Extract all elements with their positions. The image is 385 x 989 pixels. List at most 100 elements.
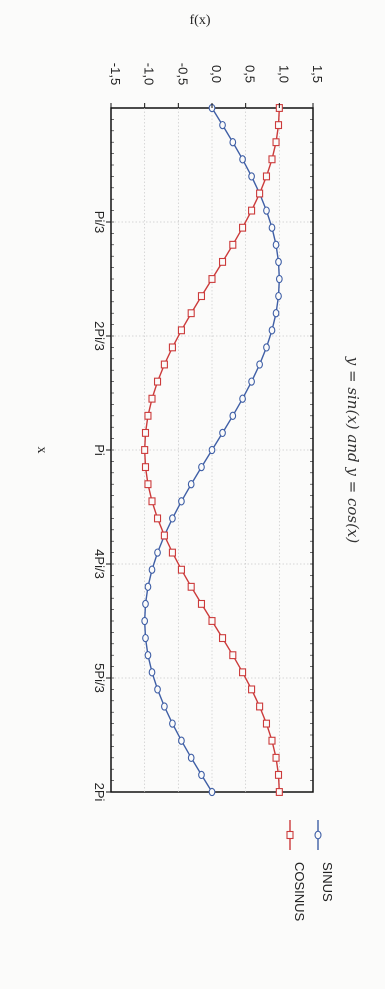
- data-point-cosinus: [256, 702, 264, 711]
- data-point-sinus: [239, 394, 246, 403]
- y-tick-label: -0,5: [175, 63, 190, 85]
- data-point-cosinus: [262, 172, 271, 181]
- data-point-cosinus: [160, 360, 168, 369]
- data-point-sinus: [169, 514, 176, 523]
- y-tick-label: 0,0: [209, 65, 224, 83]
- data-point-sinus: [178, 497, 185, 506]
- x-tick-label: 2Pi: [92, 783, 107, 802]
- data-point-sinus: [275, 274, 283, 284]
- data-point-sinus: [198, 462, 205, 472]
- x-tick-label: 2Pi/3: [92, 321, 107, 351]
- data-point-cosinus: [141, 428, 150, 437]
- data-point-cosinus: [229, 651, 237, 660]
- data-point-sinus: [148, 668, 156, 677]
- data-point-cosinus: [197, 599, 206, 608]
- grid: [111, 108, 313, 792]
- x-axis-label: x: [34, 447, 49, 454]
- data-point-cosinus: [272, 753, 280, 762]
- data-point-cosinus: [268, 736, 276, 745]
- data-point-cosinus: [218, 634, 227, 643]
- data-point-sinus: [268, 223, 276, 232]
- data-point-cosinus: [262, 719, 271, 728]
- data-point-cosinus: [168, 548, 176, 557]
- data-point-cosinus: [229, 240, 237, 249]
- y-tick-label: -1,5: [108, 63, 123, 85]
- y-axis-label: f(x): [190, 13, 211, 28]
- data-point-sinus: [154, 548, 161, 557]
- data-point-sinus: [208, 787, 216, 797]
- data-point-sinus: [178, 736, 185, 745]
- data-point-cosinus: [256, 189, 264, 198]
- data-point-cosinus: [272, 138, 280, 147]
- data-point-sinus: [144, 582, 152, 591]
- data-point-cosinus: [148, 394, 156, 403]
- data-point-cosinus: [239, 668, 247, 677]
- data-point-cosinus: [248, 685, 256, 694]
- data-point-cosinus: [248, 206, 256, 215]
- tick-layer: 1,5 1,0 0,5 0,0 -0,5 -1,0 -1,5 Pi/3 2Pi/3 Pi 4Pi/3…: [92, 63, 325, 802]
- data-point-sinus: [263, 206, 270, 215]
- series-sinus: [141, 103, 283, 797]
- legend: SINUS COSINUS: [286, 820, 335, 922]
- data-point-cosinus: [187, 309, 195, 318]
- data-point-sinus: [272, 240, 280, 249]
- data-point-sinus: [263, 343, 270, 352]
- y-tick-label: 0,5: [243, 65, 258, 83]
- data-point-sinus: [169, 719, 176, 728]
- data-point-cosinus: [160, 531, 168, 540]
- data-point-cosinus: [144, 411, 152, 420]
- data-point-sinus: [154, 685, 161, 694]
- data-point-cosinus: [208, 275, 216, 283]
- data-point-sinus: [248, 172, 255, 181]
- data-point-sinus: [148, 565, 156, 574]
- data-point-sinus: [141, 616, 149, 626]
- series-layer: [141, 103, 283, 797]
- series-cosinus: [141, 104, 283, 796]
- data-point-cosinus: [197, 292, 206, 301]
- data-point-cosinus: [208, 617, 216, 625]
- x-tick-label: Pi: [92, 444, 107, 456]
- chart-title: y = sin(x) and y = cos(x): [344, 356, 362, 544]
- data-point-sinus: [144, 651, 152, 660]
- data-point-cosinus: [141, 446, 149, 454]
- data-point-cosinus: [218, 257, 227, 266]
- x-tick-label: Pi/3: [92, 211, 107, 233]
- data-point-cosinus: [177, 326, 185, 335]
- data-point-sinus: [229, 411, 237, 420]
- y-tick-label: -1,0: [142, 63, 157, 85]
- data-point-cosinus: [148, 497, 156, 506]
- data-point-sinus: [229, 138, 237, 147]
- data-point-sinus: [275, 257, 282, 267]
- data-point-cosinus: [177, 565, 185, 574]
- legend-label: SINUS: [320, 862, 335, 902]
- y-tick-label: 1,0: [276, 65, 291, 83]
- data-point-sinus: [142, 599, 149, 609]
- x-tick-label: 4Pi/3: [92, 549, 107, 579]
- data-point-sinus: [275, 291, 282, 301]
- data-point-sinus: [272, 309, 280, 318]
- data-point-cosinus: [268, 155, 276, 164]
- data-point-cosinus: [153, 377, 162, 386]
- data-point-cosinus: [144, 480, 152, 489]
- data-point-sinus: [248, 377, 255, 386]
- data-point-sinus: [219, 120, 226, 130]
- data-point-cosinus: [275, 788, 283, 796]
- data-point-sinus: [161, 702, 168, 711]
- legend-marker: [286, 830, 294, 840]
- legend-item-sinus: SINUS: [314, 820, 335, 902]
- legend-marker: [314, 830, 322, 840]
- data-point-cosinus: [239, 223, 247, 232]
- data-point-sinus: [187, 753, 195, 762]
- data-point-sinus: [187, 480, 195, 489]
- data-point-cosinus: [168, 343, 176, 352]
- data-point-sinus: [198, 770, 205, 780]
- data-point-cosinus: [274, 770, 283, 779]
- data-point-sinus: [142, 633, 149, 643]
- legend-label: COSINUS: [292, 862, 307, 922]
- data-point-sinus: [219, 428, 226, 438]
- data-point-cosinus: [153, 514, 162, 523]
- data-point-cosinus: [274, 121, 283, 130]
- data-point-sinus: [208, 445, 216, 455]
- x-tick-label: 5Pi/3: [92, 663, 107, 693]
